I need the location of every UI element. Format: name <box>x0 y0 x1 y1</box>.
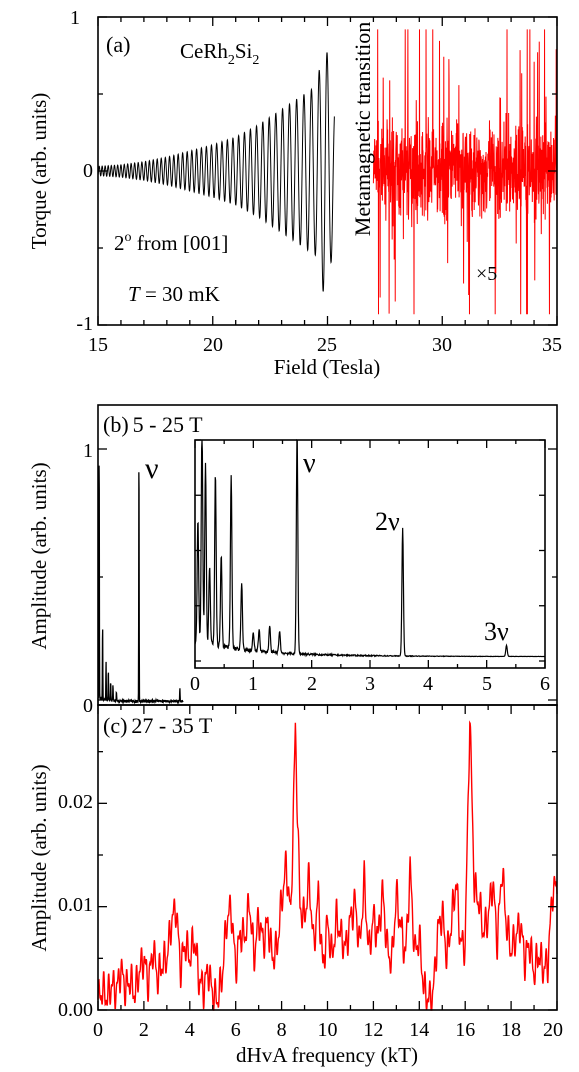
c-ytick-0.00: 0.00 <box>58 999 93 1021</box>
c-xtick-label: 14 <box>409 1019 429 1041</box>
c-xtick-label: 8 <box>277 1019 287 1041</box>
three-nu-label: 3ν <box>484 617 509 646</box>
c-ytick-0.01: 0.01 <box>58 894 93 916</box>
metamagnetic-transition-label: Metamagnetic transition <box>350 22 375 236</box>
a-xtick-20: 20 <box>203 334 223 356</box>
panel-a-ticks <box>97 16 558 326</box>
fft-spectrum-c <box>97 720 558 1011</box>
a-xtick-35: 35 <box>542 334 562 356</box>
torque-trace-black <box>97 52 335 292</box>
scale-factor-label: ×5 <box>476 263 497 285</box>
c-ytick-0.02: 0.02 <box>58 791 93 813</box>
panel-c-label: (c) 27 - 35 T <box>103 713 213 738</box>
nu-peak-label: ν <box>145 452 159 485</box>
inset-nu-label: ν <box>303 448 316 479</box>
c-xtick-label: 20 <box>543 1019 563 1041</box>
a-ytick-0: 0 <box>83 160 93 182</box>
panel-a-label: (a) <box>106 32 130 57</box>
c-xtick-label: 4 <box>185 1019 195 1041</box>
two-nu-label: 2ν <box>375 507 400 536</box>
temperature-label: T = 30 mK <box>128 282 220 306</box>
a-yaxis-title: Torque (arb. units) <box>27 93 51 250</box>
c-xtick-label: 0 <box>93 1019 103 1041</box>
panel-b-label: (b) 5 - 25 T <box>103 412 203 437</box>
inset-xtick-1: 1 <box>248 673 258 695</box>
torque-trace-red <box>372 29 558 315</box>
panel-a: 1 0 -1 15 20 25 30 35 Field (Tesla) Torq… <box>27 7 562 379</box>
angle-label: 2o from [001] <box>114 230 228 255</box>
c-xtick-label: 12 <box>363 1019 383 1041</box>
a-xaxis-title: Field (Tesla) <box>274 355 380 379</box>
inset-background <box>195 440 545 668</box>
c-xaxis-title: dHvA frequency (kT) <box>236 1043 418 1067</box>
fft-spectrum-b <box>97 465 184 705</box>
a-ytick-minus1: -1 <box>76 313 93 335</box>
inset-xtick-3: 3 <box>365 673 375 695</box>
inset-xtick-5: 5 <box>482 673 492 695</box>
panel-c: 0.02 0.01 0.00 0 2 4 6 8 10 12 14 16 18 20 dHvA fr… <box>27 699 563 1067</box>
c-yaxis-title: Amplitude (arb. units) <box>27 764 51 951</box>
c-xtick-label: 6 <box>231 1019 241 1041</box>
compound-label: CeRh2Si2 <box>180 39 259 68</box>
inset-xtick-0: 0 <box>190 673 200 695</box>
a-ytick-1: 1 <box>70 7 80 29</box>
b-ytick-0: 0 <box>83 695 93 717</box>
inset-xtick-6: 6 <box>540 673 550 695</box>
c-xtick-labels: 0 2 4 6 8 10 12 14 16 18 20 <box>93 1019 563 1041</box>
inset-xtick-4: 4 <box>423 673 433 695</box>
a-xtick-30: 30 <box>432 334 452 356</box>
inset-ticks <box>194 439 546 668</box>
panel-b: 1 0 Amplitude (arb. units) (b) 5 - 25 T ν… <box>27 404 558 717</box>
fft-spectrum-inset <box>194 438 546 658</box>
c-xtick-label: 18 <box>501 1019 521 1041</box>
panel-b-inset: 0 1 2 3 4 5 6 ν 2ν 3ν <box>190 438 550 695</box>
inset-xtick-2: 2 <box>307 673 317 695</box>
panel-c-ticks <box>97 699 558 1011</box>
a-xtick-15: 15 <box>88 334 108 356</box>
b-yaxis-title: Amplitude (arb. units) <box>27 462 51 649</box>
c-xtick-label: 2 <box>139 1019 149 1041</box>
b-ytick-1: 1 <box>83 440 93 462</box>
c-xtick-label: 10 <box>318 1019 338 1041</box>
c-xtick-label: 16 <box>455 1019 475 1041</box>
a-xtick-25: 25 <box>317 334 337 356</box>
